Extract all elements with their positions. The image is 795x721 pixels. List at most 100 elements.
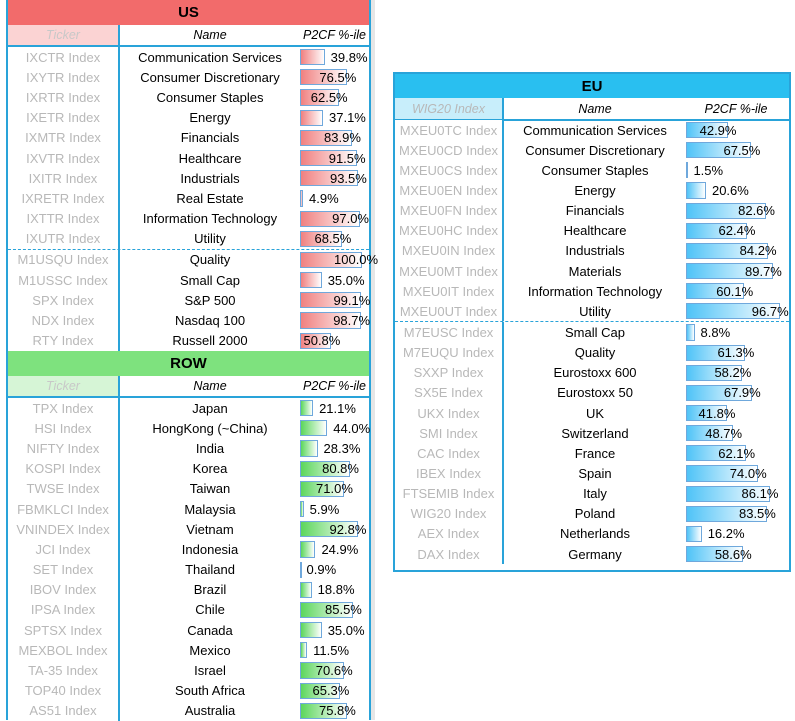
percentile-bar — [300, 500, 304, 518]
ticker-cell: SX5E Index — [395, 382, 504, 403]
percentile-value: 62.4% — [718, 223, 756, 239]
ticker-cell: M7EUQU Index — [395, 342, 504, 363]
name-cell: Korea — [192, 461, 228, 477]
percentile-value: 60.1% — [716, 283, 754, 299]
table-row: VNINDEX Index Vietnam 92.8% — [8, 519, 369, 540]
percentile-bar — [686, 344, 746, 361]
percentile-cell: 99.1% — [300, 290, 370, 310]
percentile-cell: 41.8% — [686, 403, 786, 423]
table-row: TWSE Index Taiwan 71.0% — [8, 478, 369, 499]
percentile-bar — [686, 384, 752, 401]
percentile-value: 16.2% — [707, 526, 745, 542]
table-row: IXTTR Index Information Technology 97.0% — [8, 208, 369, 229]
percentile-bar — [300, 561, 302, 578]
table-row: TPX Index Japan 21.1% — [8, 398, 369, 419]
table-row: JCI Index Indonesia 24.9% — [8, 539, 369, 560]
ticker-cell: IXETR Index — [8, 107, 120, 128]
percentile-value: 41.8% — [698, 405, 736, 421]
eu-column-headers: WIG20 Index Name P2CF %-ile — [395, 98, 789, 121]
percentile-bar — [300, 460, 351, 477]
table-row: MXEU0CD Index Consumer Discretionary 67.5% — [395, 140, 789, 161]
ticker-cell: SXXP Index — [395, 362, 504, 383]
percentile-value: 35.0% — [327, 622, 365, 638]
percentile-value: 83.5% — [738, 506, 776, 522]
percentile-cell: 50.8% — [300, 331, 369, 351]
percentile-bar — [686, 445, 747, 462]
pct-column-header: P2CF %-ile — [303, 379, 366, 393]
percentile-value: 35.0% — [327, 272, 365, 288]
percentile-value: 82.6% — [738, 203, 775, 219]
percentile-bar — [686, 283, 745, 300]
name-cell: Malaysia — [184, 501, 236, 517]
percentile-value: 68.5% — [314, 231, 352, 247]
ticker-cell: MXEU0HC Index — [395, 220, 504, 241]
name-cell: Germany — [568, 546, 622, 562]
percentile-cell: 100.0% — [300, 250, 378, 270]
ticker-cell: IXUTR Index — [8, 228, 120, 249]
ticker-cell: IXTTR Index — [8, 208, 120, 229]
percentile-value: 98.7% — [333, 313, 371, 329]
percentile-bar — [686, 142, 752, 159]
ticker-cell: MEXBOL Index — [8, 640, 120, 661]
percentile-bar — [300, 272, 322, 289]
percentile-value: 80.8% — [322, 461, 359, 477]
ticker-cell: RTY Index — [8, 330, 120, 351]
table-row: MXEU0TC Index Communication Services 42.9% — [395, 120, 789, 141]
name-cell: Information Technology — [527, 283, 663, 299]
percentile-bar — [686, 425, 734, 442]
name-cell: Netherlands — [559, 526, 631, 542]
ticker-column-header: Ticker — [8, 376, 120, 396]
name-column-header: Name — [578, 101, 612, 116]
table-row: IXETR Index Energy 37.1% — [8, 107, 369, 128]
us-rows: IXCTR Index Communication Services 39.8% IX… — [8, 47, 378, 351]
table-row: IXUTR Index Utility 68.5% — [8, 228, 369, 249]
percentile-bar — [686, 364, 743, 381]
percentile-cell: 5.9% — [300, 499, 369, 519]
ticker-cell: IBEX Index — [395, 463, 504, 484]
eu-table: EU WIG20 Index Name P2CF %-ile MXEU0TC I… — [393, 72, 791, 572]
percentile-cell: 8.8% — [686, 322, 786, 342]
percentile-cell: 11.5% — [300, 640, 369, 660]
percentile-value: 85.5% — [325, 602, 362, 618]
name-column-header: Name — [193, 28, 227, 42]
percentile-bar — [300, 49, 325, 66]
percentile-cell: 68.5% — [300, 229, 369, 249]
name-cell: Taiwan — [189, 481, 231, 497]
percentile-bar — [300, 129, 353, 146]
percentile-cell: 93.5% — [300, 168, 369, 188]
percentile-cell: 86.1% — [686, 484, 786, 504]
table-row: DAX Index Germany 58.6% — [395, 543, 789, 565]
percentile-bar — [300, 581, 312, 598]
name-cell: Italy — [583, 486, 607, 502]
ticker-cell: NDX Index — [8, 310, 120, 331]
percentile-cell: 83.9% — [300, 128, 369, 148]
ticker-cell: IXMTR Index — [8, 127, 120, 148]
ticker-cell: NIFTY Index — [8, 438, 120, 459]
percentile-cell: 35.0% — [300, 270, 369, 290]
percentile-value: 75.8% — [318, 703, 356, 719]
percentile-bar — [300, 420, 328, 437]
row-rows: TPX Index Japan 21.1% HSI Index HongKong (~C… — [8, 398, 370, 721]
ticker-cell: JCI Index — [8, 539, 120, 560]
percentile-cell: 4.9% — [300, 188, 369, 208]
name-cell: Small Cap — [180, 272, 240, 288]
table-row: IXVTR Index Healthcare 91.5% — [8, 147, 369, 169]
table-row: UKX Index UK 41.8% — [395, 402, 789, 424]
table-row: AEX Index Netherlands 16.2% — [395, 523, 789, 544]
row-column-headers: Ticker Name P2CF %-ile — [8, 376, 369, 398]
ticker-cell: TWSE Index — [8, 478, 120, 499]
table-row: AS51 Index Australia 75.8% — [8, 700, 369, 721]
table-row: MEXBOL Index Mexico 11.5% — [8, 640, 369, 661]
name-cell: Utility — [579, 303, 611, 319]
table-row: SMI Index Switzerland 48.7% — [395, 423, 789, 444]
ticker-cell: UKX Index — [395, 402, 504, 424]
percentile-cell: 42.9% — [686, 120, 786, 140]
table-row: KOSPI Index Korea 80.8% — [8, 458, 369, 479]
percentile-bar — [300, 662, 344, 679]
table-row: IXRTR Index Consumer Staples 62.5% — [8, 87, 369, 108]
table-row: MXEU0IT Index Information Technology 60.1% — [395, 281, 789, 302]
ticker-cell: MXEU0IT Index — [395, 281, 504, 302]
percentile-cell: 18.8% — [300, 580, 369, 600]
ticker-cell: SPTSX Index — [8, 620, 120, 641]
name-cell: Real Estate — [176, 190, 244, 206]
